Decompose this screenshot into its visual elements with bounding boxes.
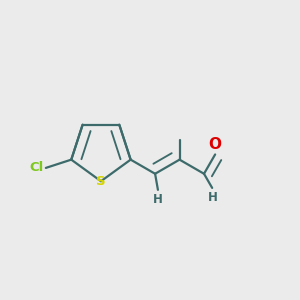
Text: S: S — [96, 175, 106, 188]
Text: H: H — [208, 191, 218, 205]
Text: H: H — [153, 194, 163, 206]
Text: Cl: Cl — [30, 161, 44, 174]
Text: O: O — [208, 137, 222, 152]
